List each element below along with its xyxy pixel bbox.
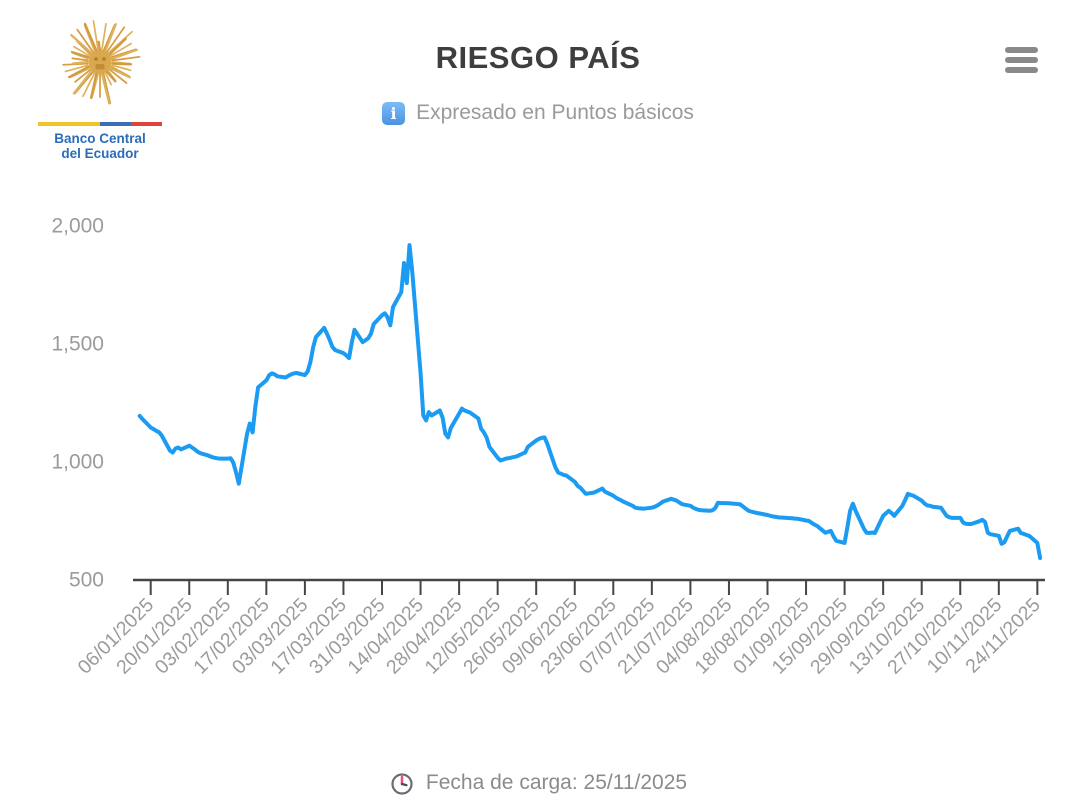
y-axis-label: 500 — [69, 569, 104, 592]
page-title: RIESGO PAÍS — [435, 40, 641, 75]
y-axis-label: 2,000 — [51, 215, 104, 238]
sun-mask-icon — [62, 20, 141, 105]
y-axis-label: 1,500 — [51, 333, 104, 356]
load-date: Fecha de carga: 25/11/2025 — [0, 770, 1076, 796]
logo-text-line1: Banco Central — [54, 131, 146, 146]
flag-blue — [100, 122, 131, 126]
info-icon: i — [382, 101, 406, 125]
clock-icon — [391, 773, 413, 795]
context-menu-button[interactable] — [1005, 46, 1038, 74]
flag-red — [131, 122, 162, 126]
y-axis-label: 1,000 — [51, 451, 104, 474]
subtitle-text: Expresado en Puntos básicos — [416, 101, 694, 124]
hamburger-icon — [1005, 47, 1038, 73]
logo-text-line2: del Ecuador — [61, 146, 139, 161]
bce-logo: Banco Central del Ecuador — [38, 12, 162, 161]
ecuador-flag-bar — [38, 122, 162, 126]
risk-line-series[interactable] — [137, 243, 1043, 560]
flag-yellow — [38, 122, 100, 126]
chart-subtitle: i Expresado en Puntos básicos — [0, 101, 1076, 125]
load-date-text: Fecha de carga: 25/11/2025 — [425, 771, 688, 794]
